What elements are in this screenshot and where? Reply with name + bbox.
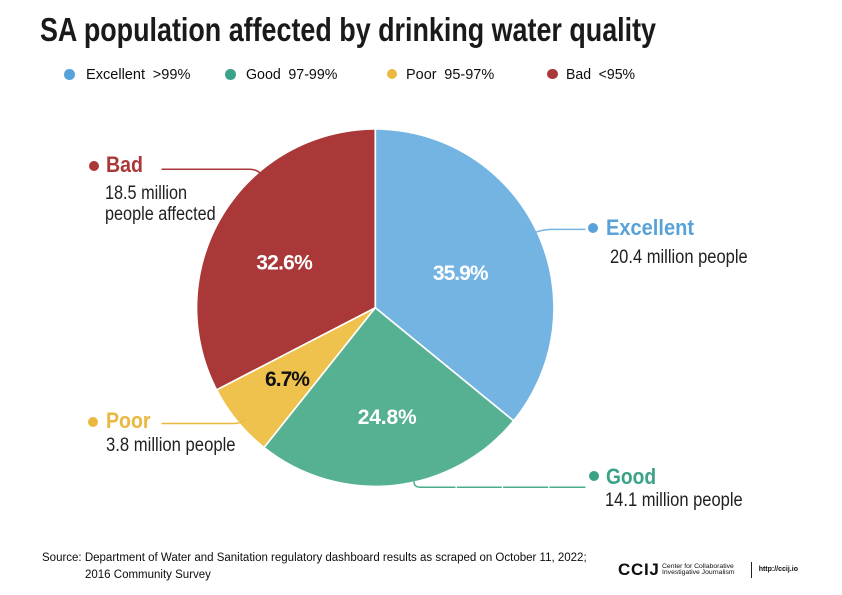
svg-text:24.8%: 24.8%: [358, 406, 417, 429]
svg-text:32.6%: 32.6%: [256, 251, 313, 274]
svg-text:6.7%: 6.7%: [265, 368, 310, 391]
svg-text:35.9%: 35.9%: [433, 262, 489, 285]
